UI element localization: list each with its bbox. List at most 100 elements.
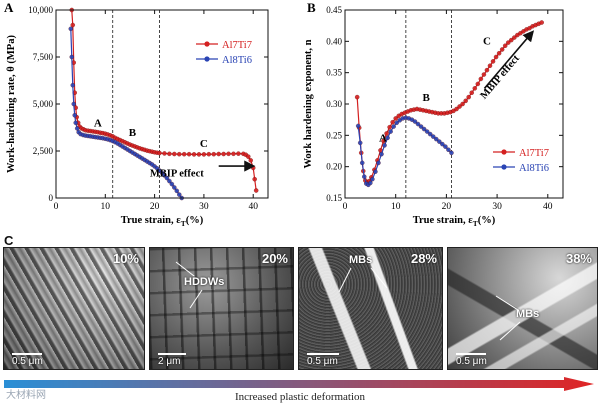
data-point <box>475 81 481 87</box>
data-point <box>437 139 442 144</box>
series-line <box>356 21 542 184</box>
y-tick-label: 10,000 <box>28 5 53 15</box>
data-point <box>70 22 76 28</box>
data-point <box>172 185 177 190</box>
data-point <box>387 124 392 130</box>
scale-bar-label: 0.5 μm <box>12 356 43 367</box>
scale-bar-label: 0.5 μm <box>307 356 338 367</box>
data-point <box>157 150 162 156</box>
stage-label: A <box>94 118 102 130</box>
data-point <box>478 76 484 82</box>
mbip-effect-label: MBIP effect <box>479 53 523 102</box>
y-axis-label: Work hardening exponent, n <box>303 39 314 168</box>
data-point <box>466 94 471 100</box>
data-point <box>394 120 399 126</box>
strain-label: 38% <box>565 251 592 266</box>
data-point <box>211 151 217 157</box>
data-point <box>430 134 436 139</box>
data-point <box>391 124 396 129</box>
micrograph-20-percent: 20% HDDWs 2 μm <box>149 247 294 370</box>
data-point <box>443 144 448 149</box>
data-point <box>496 50 502 56</box>
data-point <box>236 151 241 156</box>
data-point <box>355 123 361 129</box>
x-tick-label: 30 <box>492 202 502 212</box>
data-point <box>487 63 493 69</box>
scale-bar <box>12 353 42 355</box>
stage-label: C <box>483 35 491 47</box>
data-point <box>196 152 202 157</box>
series-line <box>71 9 257 191</box>
mbs-label: MBs <box>516 308 540 320</box>
data-point <box>216 151 221 157</box>
data-point <box>469 90 474 95</box>
data-point <box>388 129 393 134</box>
hddws-label: HDDWs <box>184 276 225 288</box>
data-point <box>412 119 418 124</box>
scale-bar-label: 2 μm <box>158 356 181 367</box>
chart-panel-a: A 0 10 20 30 40 0 2,500 5,000 7,500 10,000 True str… <box>4 0 269 228</box>
data-point <box>421 126 427 132</box>
stage-label: C <box>200 138 208 150</box>
chart-panel-b: B 0 10 20 30 40 0.15 0.20 0.25 0.30 0.35 0.40 0.45 Tr… <box>303 0 564 228</box>
hddws-pointers <box>175 261 203 309</box>
data-point <box>457 104 462 109</box>
data-point <box>231 151 236 157</box>
data-point <box>493 54 499 60</box>
x-tick-label: 10 <box>391 202 401 212</box>
data-point <box>368 180 373 186</box>
data-point <box>68 26 74 32</box>
data-point <box>357 140 363 146</box>
y-tick-label: 0.20 <box>326 162 342 172</box>
data-point <box>162 151 167 156</box>
data-point <box>370 176 375 182</box>
stage-label: A <box>379 133 387 145</box>
data-point <box>446 147 451 152</box>
data-point <box>167 151 172 157</box>
legend-label: Al7Ti7 <box>519 148 549 159</box>
data-point <box>376 160 381 166</box>
data-point <box>424 129 430 134</box>
data-point <box>382 143 387 148</box>
data-point <box>253 188 259 193</box>
y-tick-label: 0.25 <box>326 130 342 140</box>
data-point <box>393 116 398 121</box>
data-point <box>164 175 170 181</box>
y-tick-label: 0.40 <box>326 36 342 46</box>
strain-label: 28% <box>410 251 437 266</box>
data-point <box>390 119 395 125</box>
mbs-pointers <box>338 267 388 293</box>
panel-letter: A <box>4 0 14 15</box>
mbip-arrow <box>483 30 535 89</box>
data-point <box>70 82 76 88</box>
legend-label: Al8Ti6 <box>222 55 252 66</box>
mbip-effect-label: MBIP effect <box>150 168 204 179</box>
mbs-label: MBs <box>349 254 373 266</box>
data-point <box>440 141 445 147</box>
micrograph-38-percent: 38% MBs 0.5 μm <box>447 247 598 370</box>
data-point <box>434 136 439 142</box>
data-point <box>73 120 78 126</box>
panel-c-letter: C <box>4 233 14 248</box>
watermark: 大材料网 <box>6 390 46 401</box>
data-point <box>201 152 207 157</box>
stage-label: B <box>129 127 137 139</box>
y-tick-label: 7,500 <box>33 52 54 62</box>
data-point <box>177 192 182 197</box>
data-point <box>181 151 187 157</box>
y-tick-label: 0.30 <box>326 99 342 109</box>
y-tick-label: 0 <box>49 193 54 203</box>
data-point <box>385 135 390 141</box>
y-tick-label: 0.35 <box>326 68 342 78</box>
data-point <box>472 86 478 91</box>
scale-bar <box>158 353 186 355</box>
data-point <box>172 151 177 157</box>
x-tick-label: 10 <box>101 202 111 212</box>
x-tick-label: 40 <box>543 202 553 212</box>
data-point <box>509 37 514 43</box>
legend-marker <box>501 164 507 170</box>
legend-marker <box>501 149 507 155</box>
data-point <box>427 131 433 137</box>
data-point <box>226 151 231 157</box>
data-point <box>379 151 384 157</box>
